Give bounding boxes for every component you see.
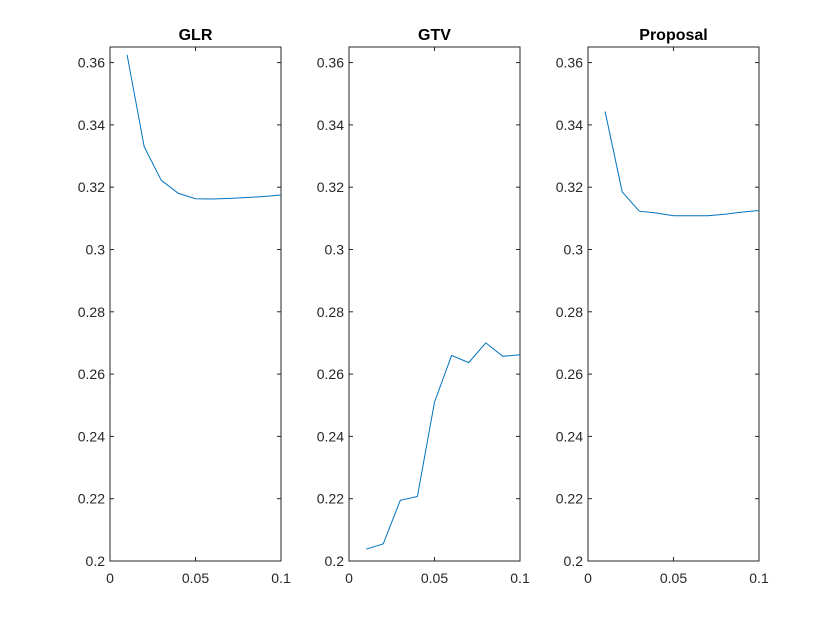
chart-title: GLR	[179, 27, 213, 44]
y-tick-label: 0.26	[78, 366, 105, 382]
y-tick-label: 0.3	[564, 241, 584, 257]
y-tick-label: 0.28	[317, 304, 344, 320]
x-tick-label: 0.05	[660, 570, 687, 586]
x-tick-label: 0	[345, 570, 353, 586]
y-tick-label: 0.26	[556, 366, 583, 382]
series-line	[604, 111, 760, 217]
y-tick-label: 0.2	[86, 553, 106, 569]
series-line	[365, 342, 521, 550]
chart-panel-3: 0.2 0.22 0.24 0.26 0.28 0.3 0.32 0.34 0.36 0 0.05 0…	[556, 27, 769, 586]
y-tick-label: 0.3	[325, 241, 345, 257]
y-tick-label: 0.24	[78, 428, 105, 444]
y-tick-label: 0.22	[317, 491, 344, 507]
y-tick-label: 0.34	[556, 117, 583, 133]
y-tick-label: 0.32	[556, 179, 583, 195]
x-tick-label: 0.05	[421, 570, 448, 586]
x-tick-label: 0.05	[182, 570, 209, 586]
y-tick-label: 0.34	[317, 117, 344, 133]
chart-panel-1: 0.2 0.22 0.24 0.26 0.28 0.3 0.32 0.34 0.36 0 0.05 0…	[78, 27, 291, 586]
y-tick-label: 0.32	[317, 179, 344, 195]
y-tick-label: 0.36	[556, 55, 583, 71]
chart-title: Proposal	[639, 27, 707, 44]
y-tick-label: 0.32	[78, 179, 105, 195]
y-tick-label: 0.2	[564, 553, 584, 569]
plot-area	[348, 46, 521, 562]
y-tick-label: 0.26	[317, 366, 344, 382]
plot-area	[587, 46, 760, 562]
plot-area	[109, 46, 282, 562]
y-tick-label: 0.22	[556, 491, 583, 507]
y-tick-label: 0.34	[78, 117, 105, 133]
y-tick-label: 0.28	[78, 304, 105, 320]
y-tick-label: 0.2	[325, 553, 345, 569]
y-tick-label: 0.24	[317, 428, 344, 444]
x-tick-label: 0	[106, 570, 114, 586]
x-tick-label: 0.1	[271, 570, 291, 586]
y-tick-label: 0.24	[556, 428, 583, 444]
series-line	[126, 54, 282, 200]
y-tick-label: 0.28	[556, 304, 583, 320]
x-tick-label: 0	[584, 570, 592, 586]
chart-panel-2: 0.2 0.22 0.24 0.26 0.28 0.3 0.32 0.34 0.36 0 0.05 0…	[317, 27, 530, 586]
x-tick-label: 0.1	[510, 570, 530, 586]
chart-title: GTV	[418, 27, 451, 44]
y-tick-label: 0.36	[78, 55, 105, 71]
y-tick-label: 0.22	[78, 491, 105, 507]
y-tick-label: 0.3	[86, 241, 106, 257]
x-tick-label: 0.1	[749, 570, 769, 586]
y-tick-label: 0.36	[317, 55, 344, 71]
